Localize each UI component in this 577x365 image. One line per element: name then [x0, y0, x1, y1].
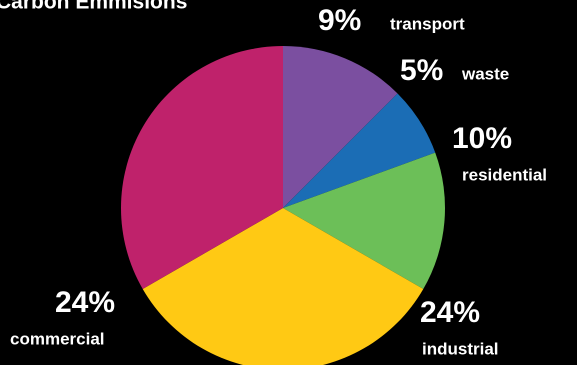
pie	[121, 46, 445, 365]
pie-slice	[283, 46, 398, 208]
pie-slice	[121, 46, 283, 289]
slice-label: residential	[462, 165, 547, 184]
slice-label: industrial	[422, 339, 499, 358]
pie-slice	[283, 93, 436, 208]
pie-slice	[283, 152, 445, 289]
slice-value-label: 5%	[400, 54, 443, 87]
slice-value-label: 24%	[420, 296, 480, 329]
slice-label: transport	[390, 14, 465, 33]
slice-label: commercial	[10, 329, 105, 348]
slice-value-label: 10%	[452, 122, 512, 155]
slice-value-label: 9%	[318, 4, 361, 37]
pie-slice	[142, 208, 424, 365]
slice-label: waste	[461, 64, 509, 83]
chart-title: Carbon Emmisions	[0, 0, 187, 14]
slice-value-label: 24%	[55, 286, 115, 319]
